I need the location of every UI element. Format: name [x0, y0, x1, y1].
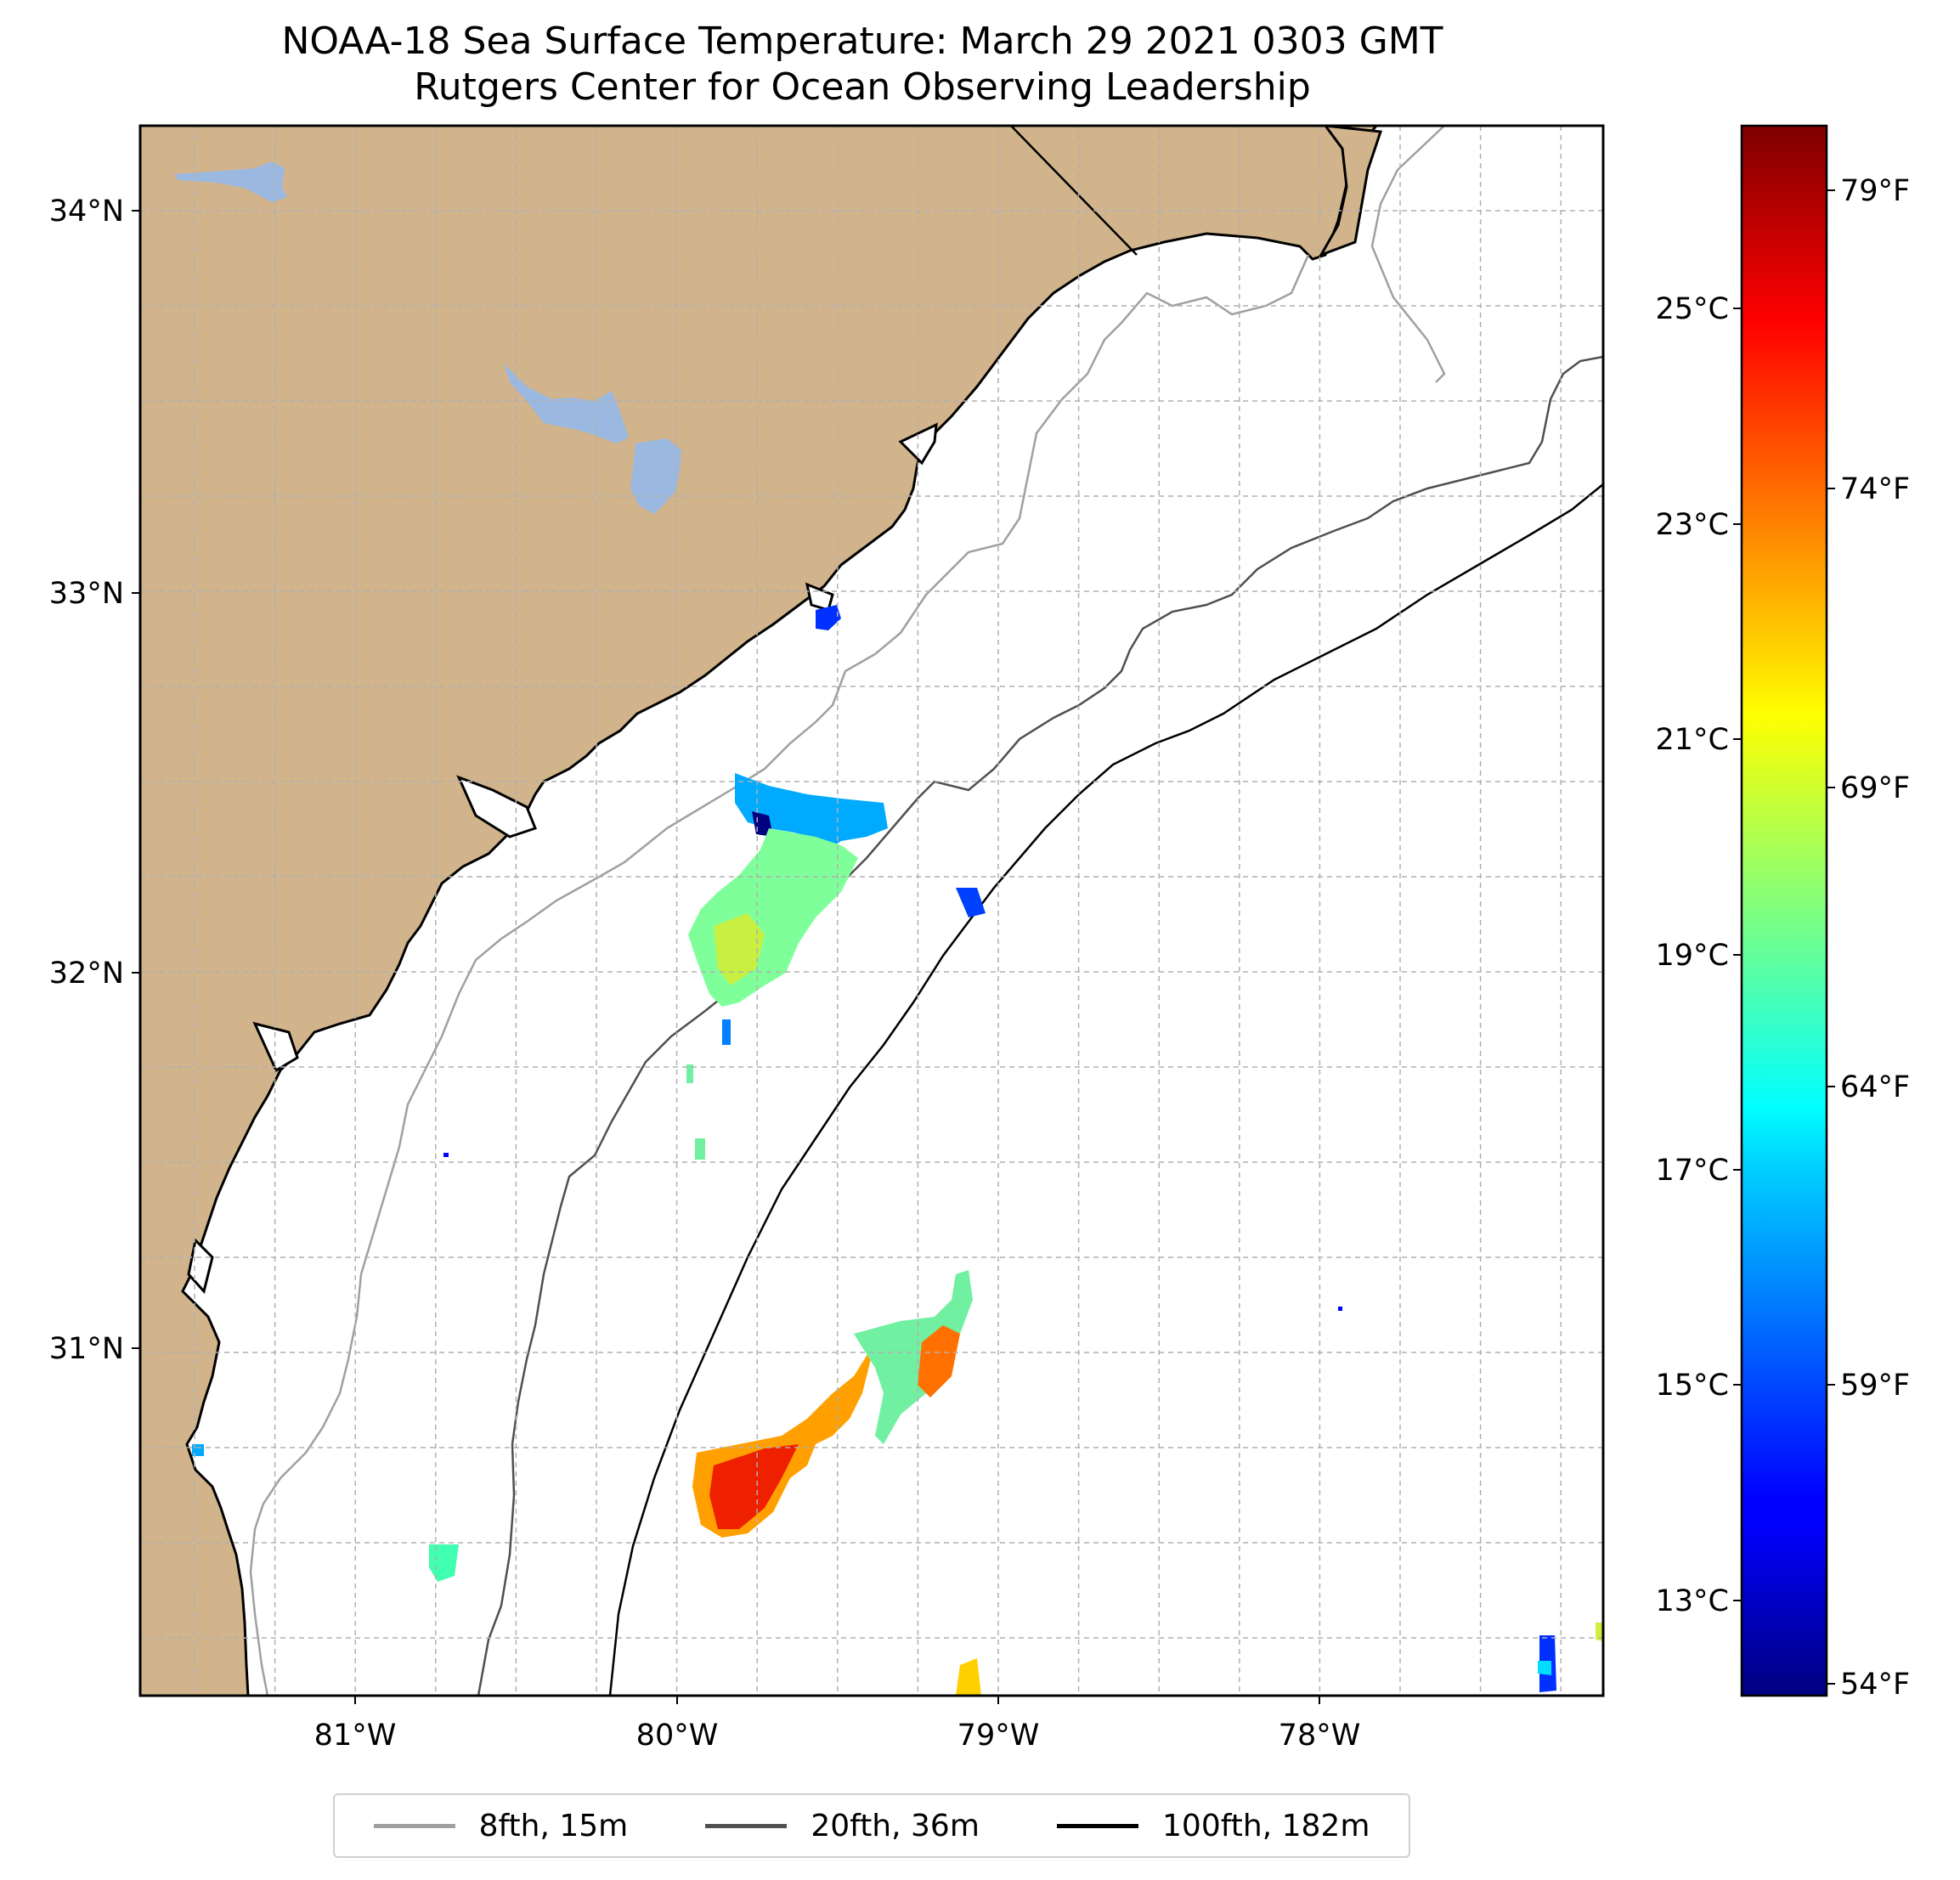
sst-patch	[735, 773, 888, 850]
celsius-label: 17°C	[1656, 1154, 1729, 1188]
lon-label-81: 81°W	[314, 1719, 397, 1753]
fahrenheit-label: 54°F	[1840, 1668, 1910, 1702]
colorbar: 25°C 23°C 21°C 19°C 17°C 15°C 13°C 79°F …	[1656, 124, 1910, 1702]
legend-item-8fth: 8fth, 15m	[373, 1808, 629, 1843]
sst-patch	[918, 1325, 960, 1397]
legend-item-100fth: 100fth, 182m	[1057, 1809, 1370, 1843]
celsius-label: 25°C	[1656, 292, 1729, 326]
sst-patch	[956, 1658, 981, 1696]
celsius-label: 23°C	[1656, 508, 1729, 542]
title-line-2: Rutgers Center for Ocean Observing Leade…	[414, 65, 1311, 109]
sst-patch	[816, 605, 841, 630]
sst-patch	[695, 1138, 705, 1160]
sst-patch	[709, 1444, 799, 1529]
colorbar-gradient	[1740, 124, 1828, 1697]
lat-label-32: 32°N	[49, 957, 124, 991]
legend-line-icon	[1057, 1823, 1139, 1828]
title-line-1: NOAA-18 Sea Surface Temperature: March 2…	[281, 20, 1443, 63]
contour-8fth	[249, 126, 1446, 1696]
grid-lines	[140, 126, 1603, 1696]
legend-label: 8fth, 15m	[478, 1808, 629, 1843]
celsius-label: 19°C	[1656, 939, 1729, 973]
lat-label-31: 31°N	[49, 1332, 124, 1366]
map-frame	[138, 124, 1605, 1697]
chart-title: NOAA-18 Sea Surface Temperature: March 2…	[0, 19, 1725, 110]
fahrenheit-label: 64°F	[1840, 1070, 1910, 1104]
celsius-label: 13°C	[1656, 1584, 1729, 1618]
lon-label-79: 79°W	[957, 1719, 1040, 1753]
land-area	[1318, 126, 1383, 257]
celsius-label: 15°C	[1656, 1369, 1729, 1403]
sst-patch	[686, 1064, 693, 1083]
inlet	[252, 1021, 299, 1073]
colorbar-celsius-ticks: 25°C 23°C 21°C 19°C 17°C 15°C 13°C	[1656, 292, 1742, 1618]
sst-patch	[854, 1270, 973, 1444]
map-panel	[138, 124, 1605, 1697]
legend-item-20fth: 20fth, 36m	[705, 1809, 980, 1843]
sst-patch	[722, 1019, 731, 1045]
lon-axis: 81°W 80°W 79°W 78°W	[314, 1696, 1361, 1753]
state-border	[1010, 126, 1138, 256]
lake-marion	[504, 364, 629, 443]
sst-patch	[1596, 1623, 1603, 1641]
lake-moultrie	[630, 438, 681, 514]
colorbar-fahrenheit-ticks: 79°F 74°F 69°F 64°F 59°F 54°F	[1827, 174, 1910, 1702]
sst-patch	[1338, 1307, 1342, 1311]
sst-patch	[429, 1544, 459, 1582]
lat-label-33: 33°N	[49, 577, 124, 611]
fahrenheit-label: 69°F	[1840, 771, 1910, 805]
lake-waccamaw	[174, 161, 287, 202]
fahrenheit-label: 74°F	[1840, 472, 1910, 506]
legend-line-icon	[705, 1823, 788, 1828]
sst-patch	[956, 888, 986, 917]
contour-100fth	[608, 483, 1603, 1696]
sst-patch	[443, 1153, 449, 1157]
legend-label: 20fth, 36m	[811, 1808, 980, 1843]
sst-patch	[1538, 1661, 1551, 1675]
sst-patch	[192, 1444, 204, 1456]
lon-label-80: 80°W	[636, 1719, 719, 1753]
celsius-label: 21°C	[1656, 723, 1729, 757]
lon-label-78: 78°W	[1279, 1719, 1361, 1753]
fahrenheit-label: 79°F	[1840, 174, 1910, 208]
legend-label: 100fth, 182m	[1162, 1808, 1370, 1843]
legend: 8fth, 15m 20fth, 36m 100fth, 182m	[333, 1793, 1410, 1858]
sst-patch	[714, 913, 765, 985]
lat-axis: 34°N 33°N 32°N 31°N	[49, 195, 140, 1366]
legend-line-icon	[373, 1823, 455, 1828]
lat-label-34: 34°N	[49, 195, 124, 229]
fahrenheit-label: 59°F	[1840, 1369, 1910, 1403]
